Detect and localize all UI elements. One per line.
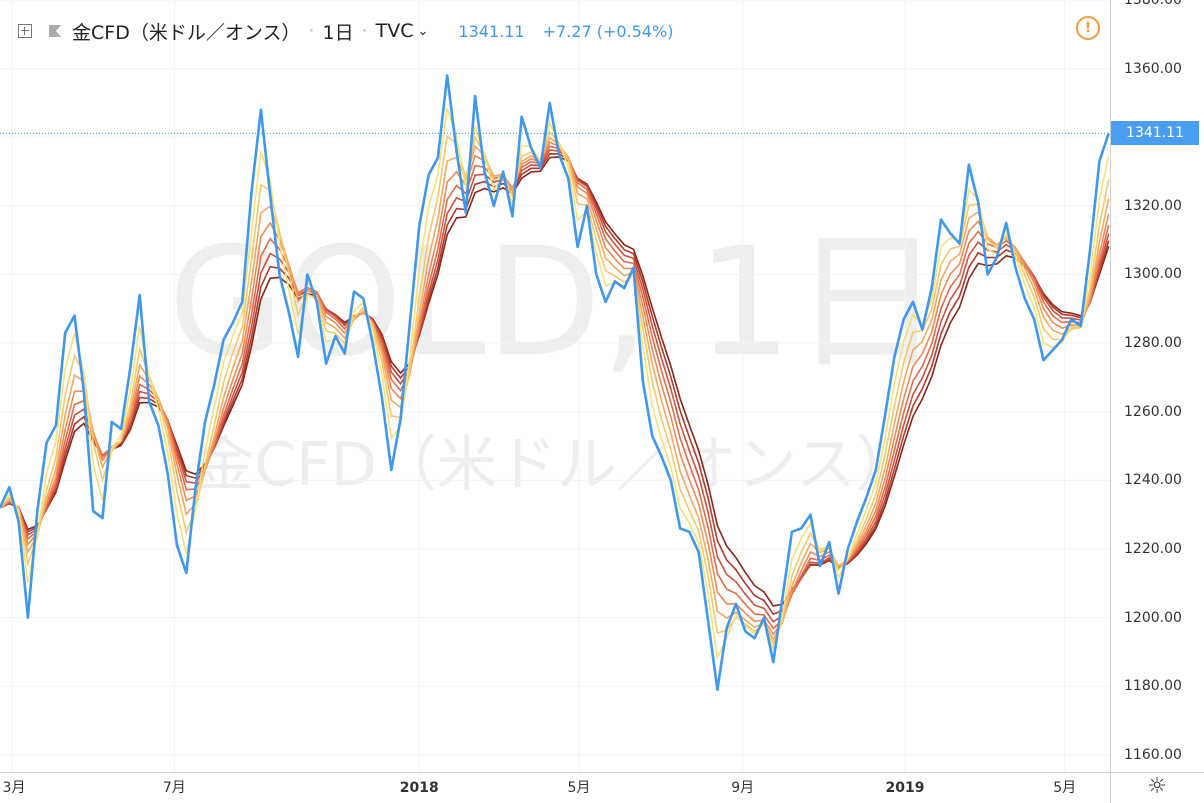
y-tick-label: 1320.00 xyxy=(1124,197,1182,214)
interval-label[interactable]: 1日 xyxy=(322,21,354,44)
x-tick-label: 7月 xyxy=(162,780,186,796)
x-tick-label: 5月 xyxy=(567,780,591,796)
time-axis[interactable] xyxy=(0,772,1110,803)
flag-icon[interactable] xyxy=(48,24,62,38)
x-tick-label: 3月 xyxy=(2,780,26,796)
chart-plot-area[interactable]: GOLD, 1日 金CFD（米ドル／オンス） xyxy=(0,0,1110,772)
y-tick-label: 1300.00 xyxy=(1124,266,1182,283)
ema-ribbon-line xyxy=(0,141,1110,636)
ema-ribbon-line xyxy=(0,108,1110,661)
y-tick-label: 1280.00 xyxy=(1124,335,1182,352)
y-tick-label: 1240.00 xyxy=(1124,472,1182,489)
y-tick-label: 1200.00 xyxy=(1124,609,1182,626)
chart-legend: 金CFD（米ドル／オンス） · 1日 · TVC ⌄ 1341.11 +7.27… xyxy=(18,16,673,46)
alert-icon[interactable]: ! xyxy=(1076,16,1100,40)
y-tick-label: 1260.00 xyxy=(1124,403,1182,420)
legend-separator: · xyxy=(361,20,368,42)
x-tick-label: 2019 xyxy=(885,780,925,796)
y-tick-label: 1220.00 xyxy=(1124,540,1182,557)
price-chart[interactable] xyxy=(0,0,1110,772)
ema-ribbon-line xyxy=(0,149,1110,623)
last-price-tag: 1341.11 xyxy=(1111,121,1199,145)
axis-corner xyxy=(1110,772,1204,803)
x-tick-label: 2018 xyxy=(399,780,439,796)
y-tick-label: 1380.00 xyxy=(1124,0,1182,8)
ema-ribbon-line xyxy=(0,152,1110,616)
gear-icon[interactable]: ☼ xyxy=(1147,774,1167,799)
y-tick-label: 1160.00 xyxy=(1124,746,1182,763)
x-tick-label: 5月 xyxy=(1053,780,1077,796)
source-label[interactable]: TVC xyxy=(375,20,414,42)
ema-ribbon-line xyxy=(0,136,1110,641)
last-price-value: 1341.11 xyxy=(458,21,525,41)
ema-ribbon-line xyxy=(0,129,1110,646)
price-axis[interactable] xyxy=(1110,0,1204,772)
symbol-name[interactable]: 金CFD（米ドル／オンス） xyxy=(72,21,301,44)
ema-ribbon-line xyxy=(0,145,1110,630)
legend-separator: · xyxy=(308,20,315,42)
y-tick-label: 1360.00 xyxy=(1124,60,1182,77)
plus-square-icon[interactable] xyxy=(18,24,32,38)
price-line xyxy=(0,74,1110,691)
ema-ribbon-line xyxy=(0,156,1110,607)
chevron-down-icon[interactable]: ⌄ xyxy=(417,23,429,39)
x-tick-label: 9月 xyxy=(731,780,755,796)
y-tick-label: 1180.00 xyxy=(1124,678,1182,695)
price-change-value: +7.27 (+0.54%) xyxy=(542,21,674,41)
